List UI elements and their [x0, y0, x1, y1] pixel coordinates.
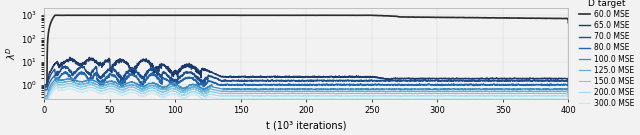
60.0 MSE	[548, 18, 556, 19]
300.0 MSE	[40, 109, 48, 111]
80.0 MSE	[548, 84, 556, 85]
Legend: 60.0 MSE, 65.0 MSE, 70.0 MSE, 80.0 MSE, 100.0 MSE, 125.0 MSE, 150.0 MSE, 200.0 M: 60.0 MSE, 65.0 MSE, 70.0 MSE, 80.0 MSE, …	[577, 0, 636, 110]
125.0 MSE	[421, 91, 429, 92]
125.0 MSE	[548, 90, 556, 92]
60.0 MSE	[40, 88, 48, 90]
65.0 MSE	[421, 78, 429, 79]
Line: 100.0 MSE: 100.0 MSE	[44, 77, 568, 100]
60.0 MSE	[564, 22, 572, 23]
70.0 MSE	[290, 80, 298, 81]
125.0 MSE	[522, 90, 530, 92]
300.0 MSE	[421, 98, 429, 99]
60.0 MSE	[265, 14, 273, 16]
150.0 MSE	[261, 92, 269, 94]
70.0 MSE	[61, 65, 69, 67]
125.0 MSE	[261, 91, 269, 93]
200.0 MSE	[261, 95, 269, 97]
300.0 MSE	[564, 102, 572, 104]
200.0 MSE	[53, 84, 61, 86]
60.0 MSE	[522, 17, 530, 19]
80.0 MSE	[61, 71, 69, 72]
Line: 300.0 MSE: 300.0 MSE	[44, 87, 568, 110]
65.0 MSE	[40, 88, 48, 90]
65.0 MSE	[290, 76, 298, 78]
100.0 MSE	[548, 89, 556, 90]
150.0 MSE	[40, 104, 48, 105]
80.0 MSE	[421, 84, 429, 85]
65.0 MSE	[265, 76, 273, 77]
80.0 MSE	[522, 84, 530, 86]
150.0 MSE	[548, 93, 556, 94]
80.0 MSE	[564, 88, 572, 90]
70.0 MSE	[564, 84, 572, 86]
200.0 MSE	[421, 95, 429, 97]
150.0 MSE	[265, 93, 273, 94]
100.0 MSE	[564, 92, 572, 94]
80.0 MSE	[265, 84, 273, 86]
X-axis label: t (10³ iterations): t (10³ iterations)	[266, 121, 347, 131]
Line: 70.0 MSE: 70.0 MSE	[44, 66, 568, 91]
200.0 MSE	[265, 95, 273, 97]
80.0 MSE	[290, 84, 298, 85]
125.0 MSE	[290, 91, 298, 92]
100.0 MSE	[421, 88, 429, 90]
60.0 MSE	[260, 14, 268, 16]
150.0 MSE	[290, 92, 298, 94]
65.0 MSE	[66, 56, 74, 58]
300.0 MSE	[548, 98, 556, 100]
300.0 MSE	[290, 98, 298, 100]
Line: 65.0 MSE: 65.0 MSE	[44, 57, 568, 89]
65.0 MSE	[522, 78, 530, 80]
150.0 MSE	[522, 93, 530, 94]
150.0 MSE	[421, 93, 429, 94]
60.0 MSE	[290, 14, 298, 16]
100.0 MSE	[40, 99, 48, 101]
300.0 MSE	[53, 87, 61, 88]
300.0 MSE	[265, 98, 273, 99]
Line: 80.0 MSE: 80.0 MSE	[44, 72, 568, 94]
70.0 MSE	[265, 80, 273, 81]
70.0 MSE	[421, 80, 429, 81]
65.0 MSE	[261, 76, 269, 78]
65.0 MSE	[548, 78, 556, 79]
Line: 125.0 MSE: 125.0 MSE	[44, 80, 568, 102]
150.0 MSE	[53, 81, 61, 83]
80.0 MSE	[261, 84, 269, 86]
70.0 MSE	[40, 90, 48, 92]
100.0 MSE	[290, 88, 298, 90]
200.0 MSE	[40, 106, 48, 108]
125.0 MSE	[40, 102, 48, 103]
200.0 MSE	[290, 95, 298, 97]
100.0 MSE	[265, 88, 273, 90]
60.0 MSE	[421, 16, 429, 18]
125.0 MSE	[564, 95, 572, 97]
125.0 MSE	[265, 91, 273, 92]
200.0 MSE	[548, 95, 556, 97]
80.0 MSE	[40, 93, 48, 95]
100.0 MSE	[53, 77, 61, 78]
70.0 MSE	[548, 80, 556, 81]
70.0 MSE	[522, 80, 530, 82]
65.0 MSE	[564, 82, 572, 84]
100.0 MSE	[261, 88, 269, 90]
150.0 MSE	[564, 97, 572, 98]
300.0 MSE	[261, 98, 269, 99]
200.0 MSE	[564, 99, 572, 101]
Y-axis label: $\lambda^D$: $\lambda^D$	[4, 47, 18, 60]
200.0 MSE	[522, 95, 530, 97]
Line: 150.0 MSE: 150.0 MSE	[44, 82, 568, 104]
Line: 200.0 MSE: 200.0 MSE	[44, 85, 568, 107]
70.0 MSE	[261, 80, 269, 82]
Line: 60.0 MSE: 60.0 MSE	[44, 15, 568, 89]
60.0 MSE	[278, 14, 285, 16]
100.0 MSE	[522, 88, 530, 90]
125.0 MSE	[53, 79, 61, 81]
300.0 MSE	[522, 98, 530, 99]
